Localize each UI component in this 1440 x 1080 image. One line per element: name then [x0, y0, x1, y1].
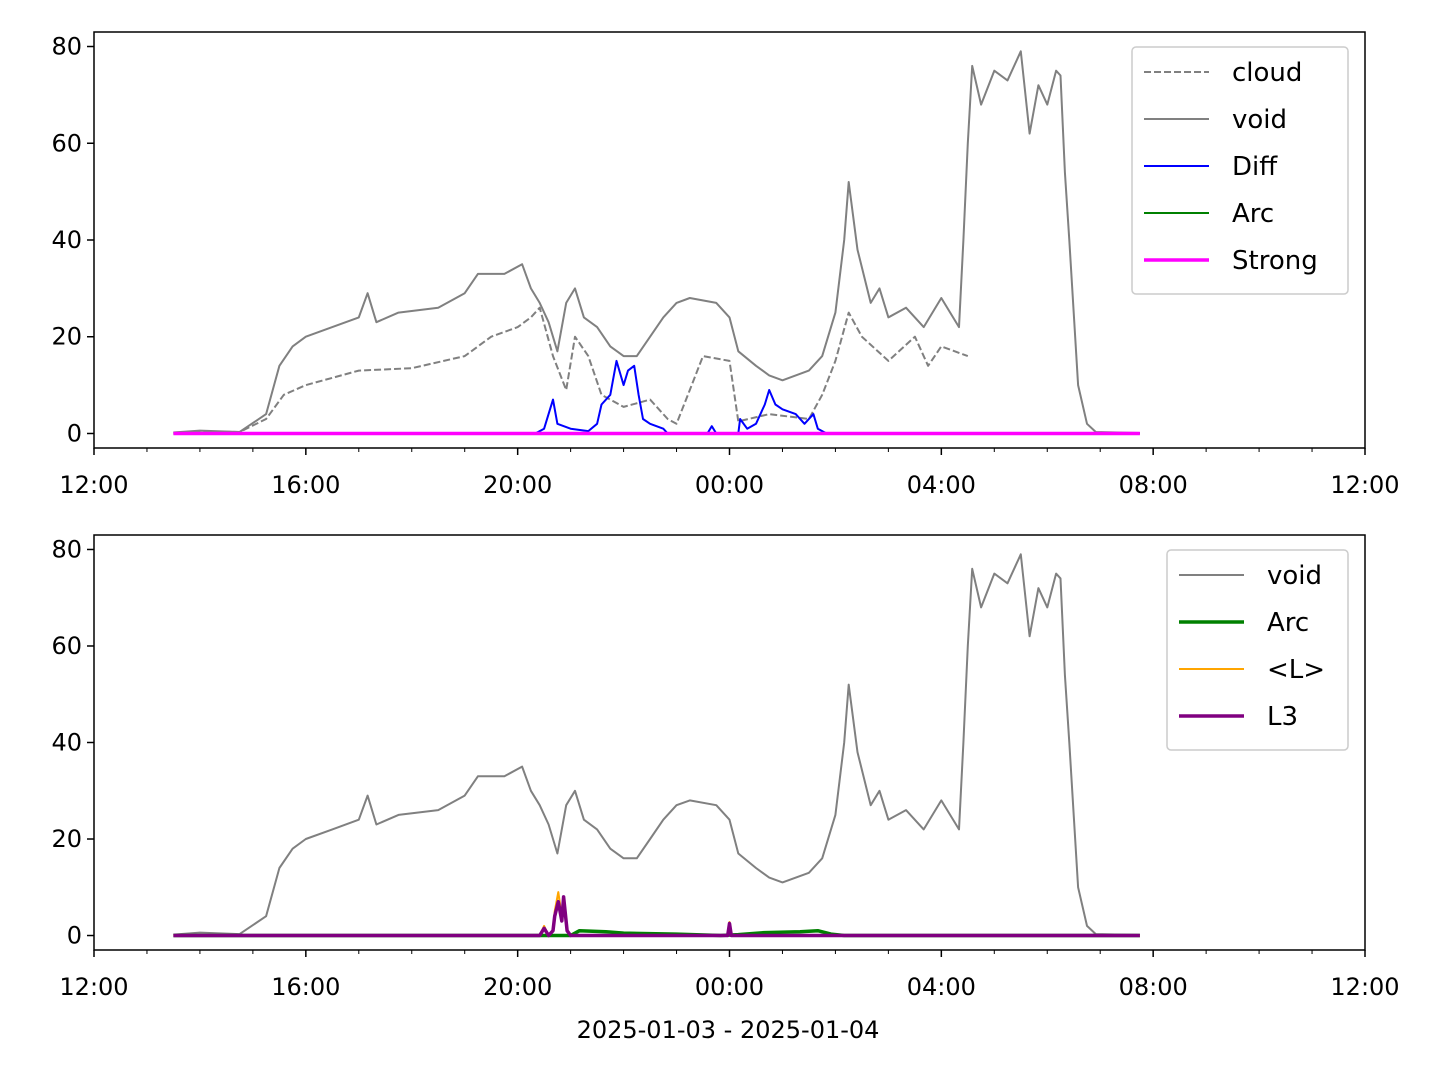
x-tick-label: 08:00	[1119, 471, 1188, 499]
x-tick-label: 16:00	[271, 973, 340, 1001]
x-tick-label: 00:00	[695, 471, 764, 499]
bottom-panel: 0 20 40 60 80 12:00 16:00 20:00 00:00 04:00 08:00 1…	[51, 534, 1400, 1001]
legend-label: cloud	[1232, 58, 1302, 88]
x-tick-label: 12:00	[59, 973, 128, 1001]
x-tick-label: 00:00	[695, 973, 764, 1001]
y-tick-label: 40	[51, 226, 82, 254]
y-tick-label: 40	[51, 729, 82, 757]
x-tick-label: 16:00	[271, 471, 340, 499]
series-line-l3	[173, 895, 1140, 938]
series-line-cloud	[173, 306, 969, 434]
series-line-void	[173, 50, 1140, 434]
legend-label: void	[1232, 105, 1287, 135]
top-panel: 0 20 40 60 80 12:00 16:00 20:00 00:00 04:00 08:00 1…	[51, 31, 1400, 499]
x-tick-label: 12:00	[1330, 973, 1399, 1001]
x-tick-label: 12:00	[59, 471, 128, 499]
x-tick-label: 04:00	[907, 471, 976, 499]
x-axis-label: 2025-01-03 - 2025-01-04	[577, 1016, 880, 1044]
y-tick-label: 0	[67, 419, 82, 447]
x-tick-label: 08:00	[1119, 973, 1188, 1001]
x-tick-label: 12:00	[1330, 471, 1399, 499]
x-tick-label: 20:00	[483, 471, 552, 499]
legend	[1131, 46, 1349, 295]
legend-label: Arc	[1267, 608, 1309, 638]
series-line-diff	[534, 359, 828, 435]
legend-label: L3	[1267, 702, 1298, 732]
y-tick-label: 20	[51, 825, 82, 853]
series-line-void	[173, 553, 1140, 936]
legend-label: void	[1267, 561, 1322, 591]
legend-label: Arc	[1232, 199, 1274, 229]
x-tick-label: 20:00	[483, 973, 552, 1001]
legend-label: Diff	[1232, 152, 1278, 182]
y-tick-label: 80	[51, 33, 82, 61]
y-tick-label: 60	[51, 129, 82, 157]
legend-label: Strong	[1232, 246, 1318, 276]
y-tick-label: 0	[67, 922, 82, 950]
legend	[1166, 549, 1349, 751]
legend-label: <L>	[1267, 655, 1325, 685]
x-tick-label: 04:00	[907, 973, 976, 1001]
y-tick-label: 60	[51, 632, 82, 660]
y-tick-label: 80	[51, 535, 82, 563]
y-tick-label: 20	[51, 323, 82, 351]
